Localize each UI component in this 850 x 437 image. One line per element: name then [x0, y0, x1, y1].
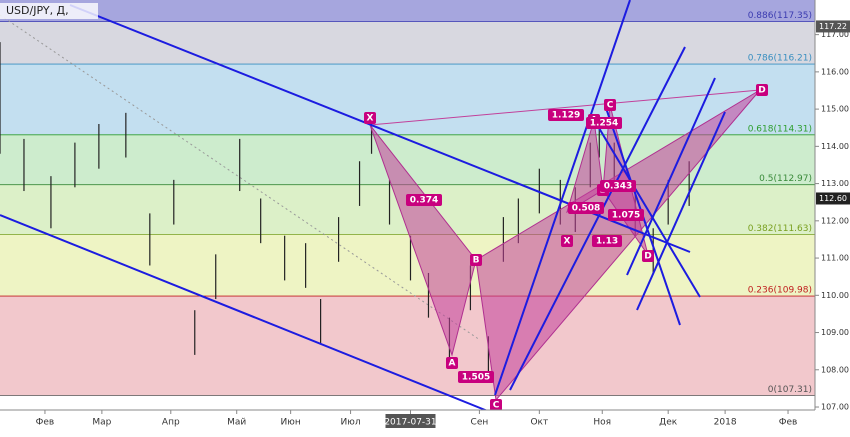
x-tick-label: 2018	[714, 418, 737, 428]
fib-label: 0.618(114.31)	[748, 124, 812, 134]
fib-label: 0.5(112.97)	[759, 174, 812, 184]
x-tick-label: Июн	[281, 418, 301, 428]
price-marker	[816, 20, 850, 33]
x-tick-label: Окт	[530, 418, 548, 428]
title-bg	[0, 3, 98, 19]
price-marker	[816, 192, 850, 205]
x-tick-label: Дек	[659, 418, 678, 428]
pattern-label: 1.129	[552, 111, 580, 121]
pattern-label: 1.13	[596, 237, 618, 247]
y-tick-label: 109.00	[821, 328, 849, 337]
pattern-label: 1.075	[612, 211, 640, 221]
y-tick-label: 117.00	[821, 30, 849, 39]
y-tick-label: 110.00	[821, 291, 849, 300]
pattern-label: C	[607, 101, 614, 111]
price-marker-label: 117.22	[819, 22, 847, 31]
pattern-xab	[369, 124, 477, 357]
x-tick-label: Сен	[471, 418, 489, 428]
pattern-label-bg	[470, 254, 482, 266]
trendline	[509, 46, 686, 391]
fib-label: 0(107.31)	[768, 385, 812, 395]
pattern-label-bg	[568, 202, 604, 214]
fib-label: 0.886(117.35)	[748, 11, 812, 21]
pattern-label-bg	[446, 357, 458, 369]
fib-band	[0, 64, 815, 135]
pattern-label: X	[564, 237, 571, 247]
x-tick-label: Апр	[162, 418, 180, 428]
x-tick-label: Июл	[341, 418, 361, 428]
pattern-label: 0.508	[572, 204, 600, 214]
pattern-label-bg	[586, 117, 622, 129]
pattern-label-bg	[490, 399, 502, 411]
y-tick-label: 108.00	[821, 365, 849, 374]
fib-band	[0, 296, 815, 396]
pattern-label-bg	[364, 112, 376, 124]
pattern-xd	[369, 89, 761, 126]
pattern-label-bg	[548, 109, 584, 121]
y-tick-label: 116.00	[821, 67, 849, 76]
x-tick-label: Фев	[36, 418, 55, 428]
trendline	[0, 214, 506, 419]
pattern-label-bg	[608, 209, 644, 221]
y-tick-label: 112.00	[821, 216, 849, 225]
pattern-label-bg	[756, 84, 768, 96]
x-tick-label: Ноя	[593, 418, 611, 428]
fib-band	[0, 234, 815, 297]
x-tick-label: Мар	[92, 418, 111, 428]
pattern-label: A	[449, 359, 456, 369]
trendline	[592, 117, 701, 298]
fib-label: 0.382(111.63)	[748, 224, 812, 234]
pattern-label-bg	[406, 194, 442, 206]
pattern-label-bg	[561, 235, 573, 247]
x-tick-label: Фев	[779, 418, 798, 428]
pattern-label: 1.505	[462, 373, 490, 383]
pattern-label: 0.343	[604, 182, 632, 192]
pattern-label: 1.254	[590, 119, 618, 129]
pattern-label-bg	[642, 250, 654, 262]
x-tick-label: 2017-07-31	[384, 418, 436, 428]
trendline	[626, 77, 716, 276]
pattern-label: X	[367, 114, 374, 124]
pattern-label-bg	[604, 99, 616, 111]
price-marker-label: 112.60	[819, 194, 847, 203]
y-tick-label: 114.00	[821, 142, 849, 151]
y-axis-panel	[815, 0, 850, 433]
fib-label: 0.786(116.21)	[748, 54, 812, 64]
pattern-label: B	[473, 256, 480, 266]
pattern-label-bg	[592, 235, 622, 247]
pattern-label: C	[493, 401, 500, 411]
trendline	[494, 0, 631, 396]
x-tick-highlight	[385, 414, 436, 428]
y-tick-label: 111.00	[821, 254, 849, 263]
dotted-trendline	[0, 14, 481, 341]
pattern-label-bg	[600, 180, 636, 192]
fib-band	[0, 0, 815, 22]
fib-band	[0, 21, 815, 65]
pattern2-xab	[566, 119, 604, 214]
pattern-label: D	[644, 252, 651, 262]
pattern-label: 0.374	[410, 196, 438, 206]
fib-label: 0.236(109.98)	[748, 286, 812, 296]
x-tick-label: Май	[227, 418, 246, 428]
pattern-label: D	[758, 86, 765, 96]
pattern-label-bg	[458, 371, 494, 383]
trendline	[636, 111, 726, 311]
chart-title: USD/JPY, Д,	[6, 4, 69, 17]
y-tick-label: 113.00	[821, 179, 849, 188]
y-tick-label: 115.00	[821, 105, 849, 114]
y-tick-label: 107.00	[821, 403, 849, 412]
